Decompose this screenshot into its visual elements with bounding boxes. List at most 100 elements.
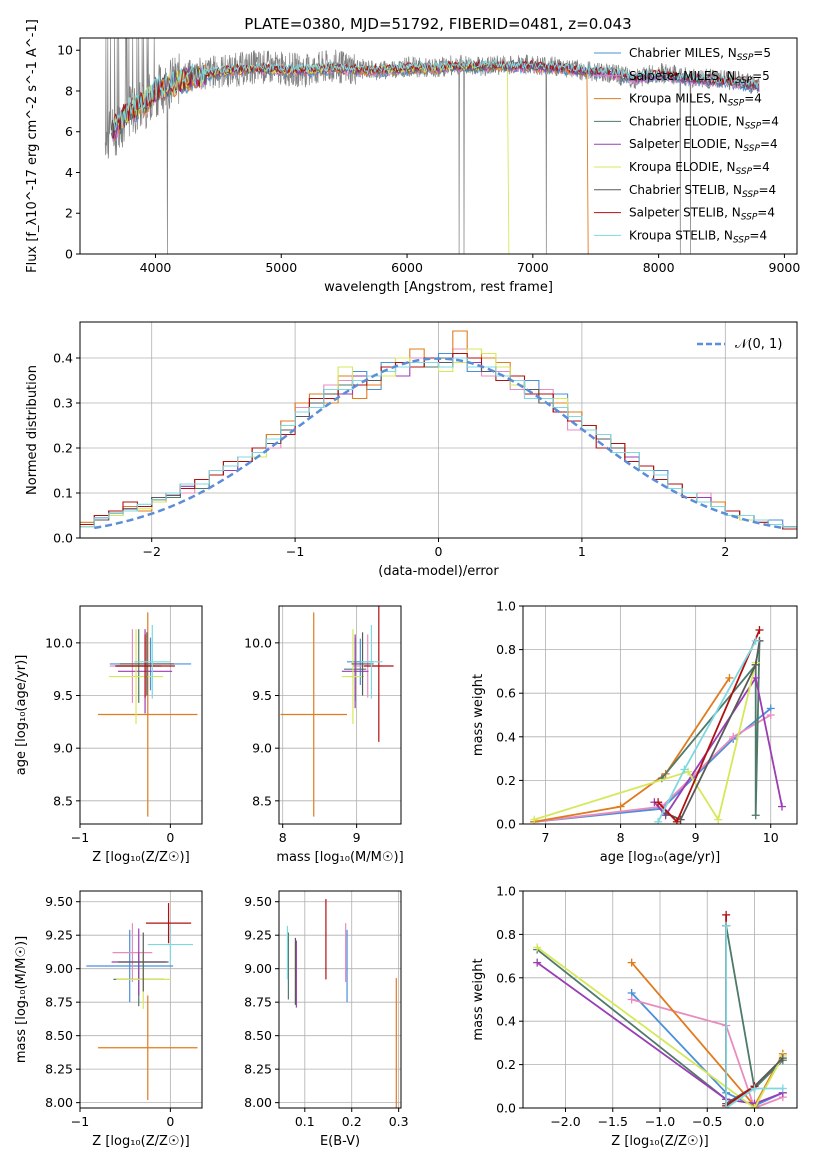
x-axis-label: age [log₁₀(age/yr)] bbox=[600, 850, 721, 865]
errorbar-plot-area bbox=[86, 903, 198, 1100]
y-tick-label: 10.0 bbox=[244, 635, 272, 650]
y-tick-label: 8.25 bbox=[45, 1062, 73, 1077]
y-tick-label: 9.50 bbox=[45, 894, 73, 909]
x-tick-label: 6000 bbox=[391, 260, 423, 275]
legend-label: Chabrier ELODIE, NSSP=4 bbox=[629, 114, 779, 131]
y-tick-label: 1.0 bbox=[496, 884, 516, 899]
x-tick-label: 0 bbox=[166, 1114, 174, 1129]
x-tick-label: −2 bbox=[142, 544, 160, 559]
axes-frame bbox=[79, 321, 798, 539]
legend-model-name: Chabrier STELIB, N bbox=[629, 183, 742, 197]
legend-label: Salpeter MILES, NSSP=5 bbox=[629, 69, 770, 86]
errorbar-plot-area bbox=[280, 606, 394, 817]
y-tick-label: 9.00 bbox=[244, 961, 272, 976]
y-tick-label: 2 bbox=[65, 206, 73, 221]
age-vs-metallicity-panel: −1 0 8.5 9.0 9.5 10.0 Z [log₁₀(Z/Z☉)] age [log₁… bbox=[14, 605, 203, 865]
x-tick-label: 0.2 bbox=[342, 1114, 362, 1129]
legend-subscript: SSP bbox=[743, 144, 760, 154]
legend-count: =4 bbox=[744, 92, 762, 106]
x-tick-label: 0.1 bbox=[295, 1114, 315, 1129]
y-tick-label: 9.0 bbox=[53, 741, 73, 756]
y-tick-label: 0.2 bbox=[496, 773, 516, 788]
weight-series-line bbox=[536, 946, 784, 1108]
weight-series-line bbox=[534, 714, 772, 823]
x-tick-label: 10 bbox=[763, 830, 779, 845]
x-tick-label: 9 bbox=[692, 830, 700, 845]
legend-label: Kroupa MILES, NSSP=4 bbox=[629, 92, 762, 109]
weight-series-line bbox=[631, 998, 784, 1108]
axes-frame bbox=[522, 890, 798, 1109]
y-tick-label: 0 bbox=[65, 247, 73, 262]
y-tick-label: 0.1 bbox=[53, 486, 73, 501]
model-spectrum-line bbox=[110, 59, 759, 133]
y-tick-label: 0.4 bbox=[496, 729, 516, 744]
legend-subscript: SSP bbox=[736, 76, 753, 86]
y-tick-label: 1.0 bbox=[496, 599, 516, 614]
spectrum-panel: 4000 5000 6000 7000 8000 9000 0 2 4 6 8 10 wavelengt… bbox=[25, 19, 800, 295]
y-tick-label: 10.0 bbox=[45, 635, 73, 650]
x-tick-label: 0.3 bbox=[389, 1114, 409, 1129]
legend-model-name: Salpeter ELODIE, N bbox=[629, 137, 743, 151]
legend-subscript: SSP bbox=[742, 190, 759, 200]
x-tick-label: 7000 bbox=[517, 260, 549, 275]
legend-count: =4 bbox=[760, 137, 778, 151]
y-tick-label: 8.00 bbox=[45, 1095, 73, 1110]
y-tick-label: 0.0 bbox=[496, 817, 516, 832]
gaussian-legend-label: 𝒩(0, 1) bbox=[735, 337, 782, 352]
errorbar-plot-area bbox=[286, 899, 397, 1108]
y-tick-label: 0.3 bbox=[53, 396, 73, 411]
x-tick-label: 4000 bbox=[140, 260, 172, 275]
weight-plot-area bbox=[533, 910, 787, 1108]
legend-count: =4 bbox=[759, 183, 777, 197]
y-tick-label: 0.2 bbox=[53, 441, 73, 456]
x-tick-label: −1 bbox=[71, 830, 89, 845]
x-axis-label: (data-model)/error bbox=[378, 564, 499, 579]
y-axis-label: mass weight bbox=[471, 674, 486, 756]
y-tick-label: 8.50 bbox=[45, 1028, 73, 1043]
mass-vs-metallicity-panel: −1 0 8.00 8.25 8.50 8.75 9.00 9.25 9.50 Z [log₁₀(… bbox=[14, 890, 203, 1149]
weight-series-line bbox=[661, 640, 761, 816]
legend-model-name: Kroupa ELODIE, N bbox=[629, 160, 736, 174]
x-tick-label: 8 bbox=[617, 830, 625, 845]
legend-model-name: Kroupa MILES, N bbox=[629, 92, 728, 106]
age-vs-mass-panel: 8 9 8.5 9.0 9.5 10.0 mass [log₁₀(M/M☉)] bbox=[244, 605, 404, 865]
y-tick-label: 9.50 bbox=[244, 894, 272, 909]
x-tick-label: 2 bbox=[721, 544, 729, 559]
legend-label: Kroupa STELIB, NSSP=4 bbox=[629, 228, 767, 245]
y-axis-label: age [log₁₀(age/yr)] bbox=[14, 655, 29, 776]
residual-plot-area bbox=[80, 330, 797, 530]
y-tick-label: 8.25 bbox=[244, 1062, 272, 1077]
y-tick-label: 9.25 bbox=[244, 928, 272, 943]
y-tick-label: 0.0 bbox=[53, 531, 73, 546]
axes-frame bbox=[79, 605, 203, 825]
x-axis-label: E(B-V) bbox=[320, 1134, 360, 1149]
y-tick-label: 0.0 bbox=[496, 1101, 516, 1116]
legend-subscript: SSP bbox=[737, 53, 754, 63]
y-tick-label: 8.50 bbox=[244, 1028, 272, 1043]
axes-frame bbox=[522, 605, 798, 825]
x-axis-label: Z [log₁₀(Z/Z☉)] bbox=[611, 1134, 708, 1149]
y-tick-label: 0.4 bbox=[53, 351, 73, 366]
weight-series-line bbox=[534, 677, 731, 823]
x-tick-label: 0 bbox=[435, 544, 443, 559]
histogram-step-line bbox=[80, 357, 797, 528]
y-tick-label: 9.25 bbox=[45, 928, 73, 943]
x-tick-label: −1.0 bbox=[645, 1114, 675, 1129]
legend-model-name: Kroupa STELIB, N bbox=[629, 228, 733, 242]
legend-label: Chabrier STELIB, NSSP=4 bbox=[629, 183, 776, 200]
weight-plot-area bbox=[530, 625, 786, 824]
weight-series-line bbox=[534, 662, 757, 822]
legend-model-name: Salpeter MILES, N bbox=[629, 69, 736, 83]
y-tick-label: 8 bbox=[65, 83, 73, 98]
x-tick-label: −1.5 bbox=[598, 1114, 628, 1129]
y-tick-label: 9.5 bbox=[252, 688, 272, 703]
y-tick-label: 0.8 bbox=[496, 642, 516, 657]
y-tick-label: 0.6 bbox=[496, 686, 516, 701]
x-tick-label: −0.5 bbox=[692, 1114, 722, 1129]
y-axis-label: mass [log₁₀(M/M☉)] bbox=[14, 936, 29, 1063]
x-axis-label: Z [log₁₀(Z/Z☉)] bbox=[92, 850, 189, 865]
x-axis-label: mass [log₁₀(M/M☉)] bbox=[276, 850, 403, 865]
y-tick-label: 0.8 bbox=[496, 927, 516, 942]
y-tick-label: 8.5 bbox=[53, 793, 73, 808]
y-tick-label: 0.4 bbox=[496, 1014, 516, 1029]
